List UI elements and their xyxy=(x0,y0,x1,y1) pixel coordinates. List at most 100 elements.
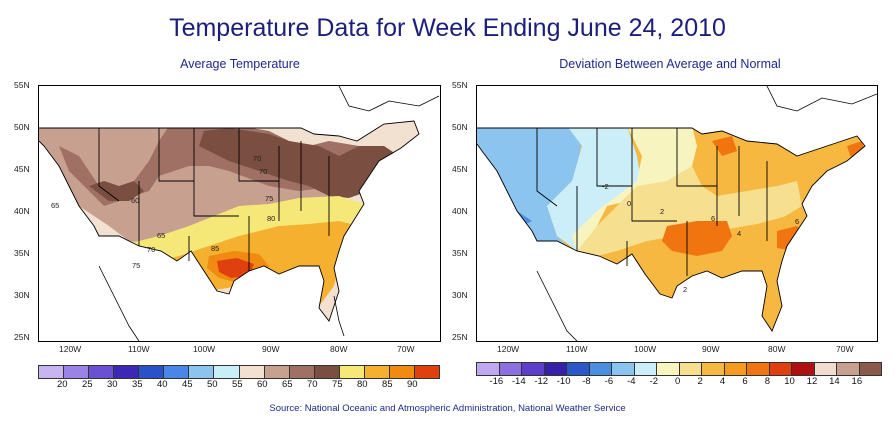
contour-label: 65 xyxy=(51,201,59,210)
colorbar-swatch xyxy=(589,363,612,375)
colorbar-label: 14 xyxy=(829,376,840,387)
colorbar-swatch xyxy=(214,366,240,378)
contour-label: 65 xyxy=(157,231,165,240)
lon-label: 100W xyxy=(193,344,216,354)
colorbar-swatch xyxy=(859,363,881,375)
colorbar-label: 2 xyxy=(697,376,703,387)
colorbar-label: -6 xyxy=(604,376,614,387)
lat-label: 50N xyxy=(14,122,30,132)
page-title: Temperature Data for Week Ending June 24… xyxy=(169,14,726,42)
lon-label: 120W xyxy=(497,344,520,354)
colorbar-label: -2 xyxy=(649,376,658,387)
colorbar-swatch xyxy=(544,363,567,375)
colorbar-swatch xyxy=(612,363,635,375)
colorbar-swatch xyxy=(522,363,545,375)
colorbar-label: 6 xyxy=(742,376,748,387)
lat-label: 35N xyxy=(452,248,468,258)
lat-label: 40N xyxy=(14,206,30,216)
colorbar-swatch xyxy=(239,366,265,378)
lat-label: 25N xyxy=(452,332,468,342)
colorbar-label: 45 xyxy=(182,379,193,390)
colorbar-label: 60 xyxy=(257,379,268,390)
colorbar-swatch xyxy=(657,363,680,375)
colorbar-swatch xyxy=(792,363,815,375)
colorbar-label: -14 xyxy=(511,376,526,387)
colorbar-label: -4 xyxy=(627,376,636,387)
lon-label: 70W xyxy=(397,344,415,354)
lon-label: 80W xyxy=(330,344,348,354)
colorbar-swatch xyxy=(414,366,439,378)
colorbar-label: 65 xyxy=(282,379,293,390)
colorbar-label: 25 xyxy=(82,379,93,390)
colorbar-label: -12 xyxy=(534,376,549,387)
colorbar-swatch xyxy=(837,363,860,375)
colorbar-swatch xyxy=(89,366,115,378)
lon-label: 90W xyxy=(702,344,720,354)
contour-label: 70 xyxy=(147,245,155,254)
contour-label: 6 xyxy=(795,217,799,226)
colorbar-swatch xyxy=(769,363,792,375)
lat-label: 45N xyxy=(14,164,30,174)
colorbar-swatch xyxy=(164,366,190,378)
lat-label: 25N xyxy=(14,332,30,342)
colorbar-swatch xyxy=(477,363,500,375)
colorbar-label: 0 xyxy=(675,376,681,387)
colorbar-swatch xyxy=(264,366,290,378)
colorbar-label: 75 xyxy=(332,379,343,390)
lat-label: 45N xyxy=(452,164,468,174)
colorbar-swatch xyxy=(702,363,725,375)
temperature-deviation-map: -2 0 2 6 6 4 2 xyxy=(476,85,878,342)
contour-label: 0 xyxy=(627,199,631,208)
lat-label: 30N xyxy=(452,290,468,300)
colorbar-label: 90 xyxy=(407,379,418,390)
colorbar-swatch xyxy=(114,366,140,378)
colorbar-swatch xyxy=(139,366,165,378)
contour-label: 75 xyxy=(132,261,140,270)
lat-label: 55N xyxy=(452,80,468,90)
colorbar-label: 55 xyxy=(232,379,243,390)
colorbar-swatch xyxy=(39,366,65,378)
colorbar-label: 80 xyxy=(357,379,368,390)
colorbar-label: -10 xyxy=(556,376,571,387)
colorbar-label: 35 xyxy=(132,379,143,390)
colorbar-swatch xyxy=(747,363,770,375)
lon-label: 120W xyxy=(59,344,82,354)
colorbar-label: 50 xyxy=(207,379,218,390)
lon-label: 70W xyxy=(836,344,854,354)
lon-label: 100W xyxy=(634,344,657,354)
lat-label: 40N xyxy=(452,206,468,216)
colorbar-label: -16 xyxy=(489,376,504,387)
lat-label: 50N xyxy=(452,122,468,132)
colorbar-swatch xyxy=(189,366,215,378)
colorbar-label: 40 xyxy=(157,379,168,390)
contour-label: 70 xyxy=(259,167,267,176)
colorbar-label: 70 xyxy=(307,379,318,390)
colorbar-label: 20 xyxy=(57,379,68,390)
contour-label: 6 xyxy=(711,214,715,223)
colorbar-swatch xyxy=(339,366,365,378)
lon-label: 90W xyxy=(262,344,280,354)
lon-label: 110W xyxy=(128,344,150,354)
average-temperature-colorbar xyxy=(38,365,440,379)
colorbar-label: 4 xyxy=(719,376,726,387)
lon-label: 80W xyxy=(768,344,786,354)
colorbar-swatch xyxy=(364,366,390,378)
colorbar-swatch xyxy=(499,363,522,375)
contour-label: 85 xyxy=(211,244,219,253)
colorbar-swatch xyxy=(634,363,657,375)
contour-label: 2 xyxy=(683,285,687,294)
contour-label: 2 xyxy=(660,207,664,216)
colorbar-swatch xyxy=(64,366,90,378)
lat-label: 30N xyxy=(14,290,30,300)
colorbar-swatch xyxy=(289,366,315,378)
colorbar-label: 85 xyxy=(382,379,393,390)
colorbar-swatch xyxy=(814,363,837,375)
colorbar-label: -8 xyxy=(582,376,591,387)
source-credit: Source: National Oceanic and Atmospheric… xyxy=(269,403,626,414)
colorbar-swatch xyxy=(389,366,415,378)
colorbar-label: 8 xyxy=(764,376,771,387)
left-map-title: Average Temperature xyxy=(180,57,300,71)
contour-label: 80 xyxy=(267,214,275,223)
contour-label: 70 xyxy=(253,154,261,163)
contour-label: 60 xyxy=(131,196,139,205)
